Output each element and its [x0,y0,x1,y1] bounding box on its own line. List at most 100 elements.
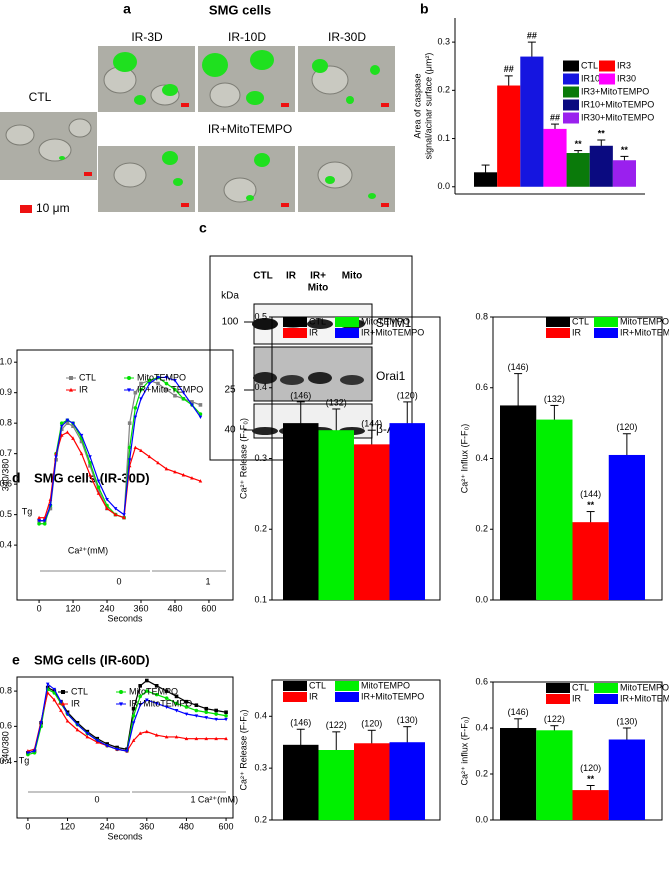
n-label: (122) [326,720,347,730]
legend-label: MitoTEMPO [620,682,669,692]
marker [105,744,109,748]
image-label: IR+MitoTEMPO [208,122,292,136]
bar [283,423,319,600]
y-tick-label: 0.1 [254,594,267,604]
lane-label: Mito [308,283,329,294]
marker [173,469,177,474]
scale-bar [381,203,389,207]
cell [311,65,349,95]
legend-label: CTL [572,316,589,326]
band [308,372,332,384]
marker [59,433,64,437]
legend-label: IR30 [617,73,636,83]
marker [61,690,65,694]
marker [65,430,70,434]
micrographs [0,46,395,212]
marker [190,476,194,480]
bar [389,742,425,820]
y-tick-label: 0.4 [254,711,267,721]
line [27,691,227,752]
lane-label: Mito [342,271,363,282]
marker [133,390,138,395]
bar [572,790,609,820]
y-axis-label: Area of caspase [412,73,422,138]
marker [156,375,160,380]
marker [138,684,142,688]
marker [115,747,119,752]
annotation: Ca²⁺(mM) [198,794,238,804]
marker [131,706,136,711]
marker [48,506,53,511]
marker [214,717,218,722]
marker [45,682,50,687]
marker [139,381,143,386]
marker [154,692,159,697]
n-label: (130) [616,716,637,726]
marker [88,455,92,459]
signal [250,50,274,70]
bar [283,744,319,820]
marker [95,739,100,743]
legend-label: MitoTEMPO [137,372,186,382]
y-axis-label: 340/380 [0,731,10,764]
y-tick-label: 0.4 [0,756,12,766]
panel-label: b [420,1,429,17]
legend-label: IR3+MitoTEMPO [581,86,649,96]
marker [198,479,203,483]
marker [96,488,101,493]
legend-label: IR10+MitoTEMPO [581,99,654,109]
signal [312,59,328,73]
bar [500,405,537,600]
kda-label: kDa [221,291,239,302]
legend-swatch [335,692,359,702]
legend-label: IR [309,327,319,337]
y-axis-label: Ca²⁺ Release (F-F₀) [238,710,248,791]
image-label: CTL [29,90,52,104]
annotation: Tg [22,506,33,516]
marker [147,454,152,459]
x-tick-label: 240 [100,603,115,613]
marker [194,703,199,707]
marker [32,749,37,754]
scale-bar [181,103,189,107]
marker [154,733,159,737]
band [253,372,277,384]
bar [389,423,425,600]
y-tick-label: 0.4 [0,539,12,549]
marker [85,734,90,739]
panel-label: d [12,470,21,486]
bar [474,172,498,187]
x-axis-label: Seconds [107,831,143,841]
significance: ** [598,128,606,138]
marker [105,506,109,510]
legend-swatch [335,681,359,691]
lane-label: IR+ [310,271,326,282]
legend-label: IR30+MitoTEMPO [581,112,654,122]
marker [131,713,136,718]
bar [536,419,573,600]
n-label: (132) [326,397,347,407]
signal [325,176,335,184]
annotation: 1 [205,576,210,586]
y-tick-label: 1.0 [0,357,12,367]
x-tick-label: 0 [25,821,30,831]
legend-label: CTL [71,686,88,696]
y-tick-label: 0.5 [254,311,267,321]
n-label: (130) [397,715,418,725]
marker [59,700,63,704]
y-tick-label: 0.6 [475,676,488,686]
legend-label: IR+MitoTEMPO [129,698,192,708]
marker [133,445,138,450]
marker [127,376,131,380]
legend-label: IR+MitoTEMPO [620,327,669,337]
legend-label: IR10 [581,73,600,83]
marker [61,701,65,706]
marker [113,507,118,511]
marker [164,696,169,700]
cell [209,82,241,108]
bar [612,160,636,187]
legend-swatch [594,328,618,338]
marker [144,678,149,683]
marker [138,694,142,699]
marker [75,723,80,727]
